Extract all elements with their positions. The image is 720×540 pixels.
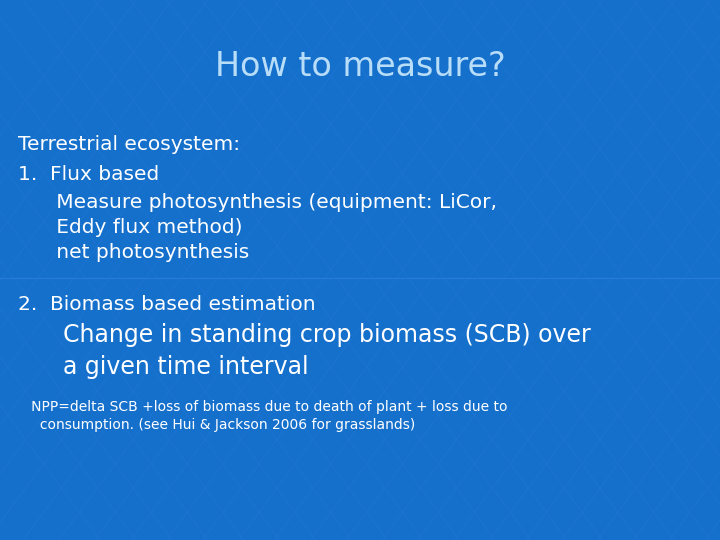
Text: NPP=delta SCB +loss of biomass due to death of plant + loss due to: NPP=delta SCB +loss of biomass due to de… xyxy=(18,400,508,414)
Text: consumption. (see Hui & Jackson 2006 for grasslands): consumption. (see Hui & Jackson 2006 for… xyxy=(18,418,415,432)
Text: 2.  Biomass based estimation: 2. Biomass based estimation xyxy=(18,295,315,314)
Text: 1.  Flux based: 1. Flux based xyxy=(18,165,159,184)
Text: a given time interval: a given time interval xyxy=(18,355,309,379)
Text: net photosynthesis: net photosynthesis xyxy=(18,243,249,262)
Text: Terrestrial ecosystem:: Terrestrial ecosystem: xyxy=(18,135,240,154)
Text: Eddy flux method): Eddy flux method) xyxy=(18,218,243,237)
Text: Measure photosynthesis (equipment: LiCor,: Measure photosynthesis (equipment: LiCor… xyxy=(18,193,497,212)
Text: Change in standing crop biomass (SCB) over: Change in standing crop biomass (SCB) ov… xyxy=(18,323,590,347)
Text: How to measure?: How to measure? xyxy=(215,50,505,83)
